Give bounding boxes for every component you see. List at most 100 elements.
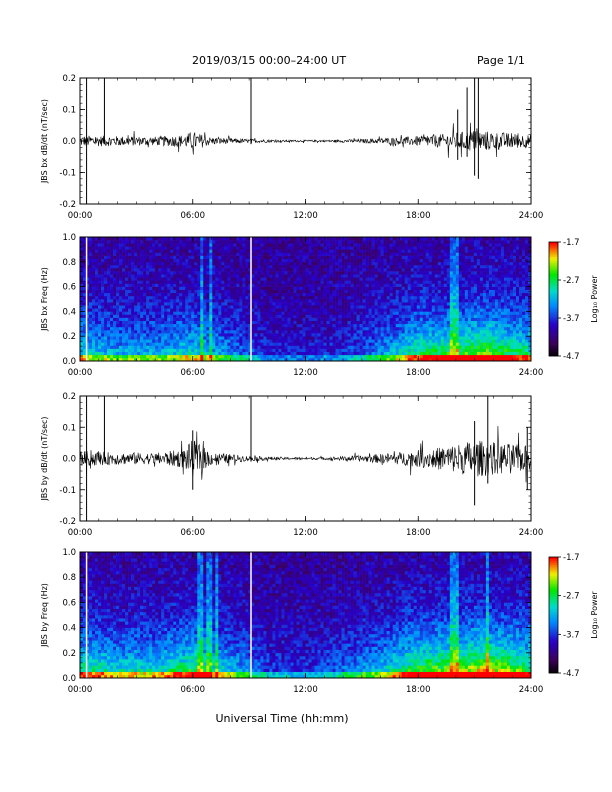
spectrogram-cell xyxy=(263,237,267,241)
spectrogram-cell xyxy=(128,295,132,300)
spectrogram-cell xyxy=(431,351,436,356)
spectrogram-cell xyxy=(392,261,396,266)
spectrogram-cell xyxy=(182,277,186,281)
spectrogram-cell xyxy=(335,261,339,266)
spectrogram-cell xyxy=(161,348,165,352)
spectrogram-cell xyxy=(101,351,105,356)
spectrogram-cell xyxy=(299,246,303,250)
spectrogram-cell xyxy=(290,308,294,312)
spectrogram-cell xyxy=(323,246,327,250)
spectrogram-cell xyxy=(323,264,327,269)
spectrogram-cell xyxy=(434,342,439,346)
spectrogram-cell xyxy=(368,305,372,309)
spectrogram-cell xyxy=(113,342,117,346)
spectrogram-cell xyxy=(116,345,120,349)
spectrogram-cell xyxy=(224,330,228,334)
spectrogram-cell xyxy=(149,243,153,247)
spectrogram-cell xyxy=(281,274,285,278)
spectrogram-cell xyxy=(431,305,436,309)
spectrogram-cell xyxy=(137,317,141,321)
spectrogram-cell xyxy=(317,255,321,259)
spectrogram-cell xyxy=(419,252,424,256)
spectrogram-cell xyxy=(245,280,249,284)
spectrogram-cell xyxy=(206,252,210,256)
spectrogram-cell xyxy=(260,237,264,241)
spectrogram-cell xyxy=(200,339,204,343)
spectrogram-cell xyxy=(113,345,117,349)
spectrogram-cell xyxy=(347,342,351,346)
spectrogram-cell xyxy=(146,351,150,356)
spectrogram-cell xyxy=(311,326,315,331)
spectrogram-cell xyxy=(380,345,384,349)
spectrogram-cell xyxy=(332,336,336,340)
spectrogram-cell xyxy=(323,333,327,337)
spectrogram-cell xyxy=(116,289,120,294)
spectrogram-cell xyxy=(356,354,360,359)
spectrogram-cell xyxy=(410,336,415,340)
spectrogram-cell xyxy=(362,258,366,263)
spectrogram-cell xyxy=(359,280,363,284)
spectrogram-cell xyxy=(230,308,234,312)
spectrogram-cell xyxy=(407,317,412,321)
spectrogram-cell xyxy=(413,311,418,315)
spectrogram-cell xyxy=(431,345,436,349)
spectrogram-cell xyxy=(260,252,264,256)
spectrogram-cell xyxy=(176,308,180,312)
spectrogram-cell xyxy=(110,345,114,349)
spectrogram-cell xyxy=(251,243,255,247)
spectrogram-cell xyxy=(335,277,339,281)
spectrogram-cell xyxy=(353,302,357,306)
spectrogram-cell xyxy=(254,264,258,269)
spectrogram-cell xyxy=(356,246,360,250)
spectrogram-cell xyxy=(365,308,369,312)
spectrogram-cell xyxy=(212,320,216,325)
spectrogram-cell xyxy=(398,323,403,328)
spectrogram-cell xyxy=(368,283,372,287)
spectrogram-cell xyxy=(413,330,418,334)
spectrogram-cell xyxy=(341,308,345,312)
spectrogram-cell xyxy=(434,295,439,300)
spectrogram-cell xyxy=(134,240,138,244)
spectrogram-cell xyxy=(236,308,240,312)
spectrogram-cell xyxy=(326,326,330,331)
spectrogram-cell xyxy=(197,339,201,343)
spectrogram-cell xyxy=(416,311,421,315)
spectrogram-cell xyxy=(374,271,378,275)
spectrogram-cell xyxy=(428,292,433,297)
spectrogram-cell xyxy=(80,299,84,303)
spectrogram-cell xyxy=(80,302,84,306)
spectrogram-cell xyxy=(374,348,378,352)
spectrogram-cell xyxy=(89,314,93,318)
spectrogram-cell xyxy=(401,268,406,272)
spectrogram-cell xyxy=(362,308,366,312)
spectrogram-cell xyxy=(146,292,150,297)
spectrogram-cell xyxy=(251,317,255,321)
spectrogram-cell xyxy=(269,255,273,259)
spectrogram-cell xyxy=(347,255,351,259)
spectrogram-cell xyxy=(89,299,93,303)
spectrogram-cell xyxy=(416,320,421,325)
spectrogram-cell xyxy=(419,348,424,352)
spectrogram-cell xyxy=(404,323,409,328)
spectrogram-cell xyxy=(170,314,174,318)
spectrogram-cell xyxy=(161,286,165,290)
spectrogram-cell xyxy=(269,252,273,256)
spectrogram-cell xyxy=(302,243,306,247)
spectrogram-cell xyxy=(230,243,234,247)
spectrogram-cell xyxy=(239,289,243,294)
spectrogram-cell xyxy=(443,289,448,294)
spectrogram-cell xyxy=(155,317,159,321)
spectrogram-cell xyxy=(260,268,264,272)
spectrogram-cell xyxy=(392,302,396,306)
spectrogram-cell xyxy=(278,252,282,256)
spectrogram-cell xyxy=(419,311,424,315)
spectrogram-cell xyxy=(224,339,228,343)
spectrogram-cell xyxy=(311,317,315,321)
spectrogram-cell xyxy=(113,320,117,325)
spectrogram-cell xyxy=(233,320,237,325)
spectrogram-cell xyxy=(227,280,231,284)
spectrogram-cell xyxy=(86,339,90,343)
spectrogram-cell xyxy=(284,317,288,321)
spectrogram-cell xyxy=(197,255,201,259)
spectrogram-cell xyxy=(215,323,219,328)
